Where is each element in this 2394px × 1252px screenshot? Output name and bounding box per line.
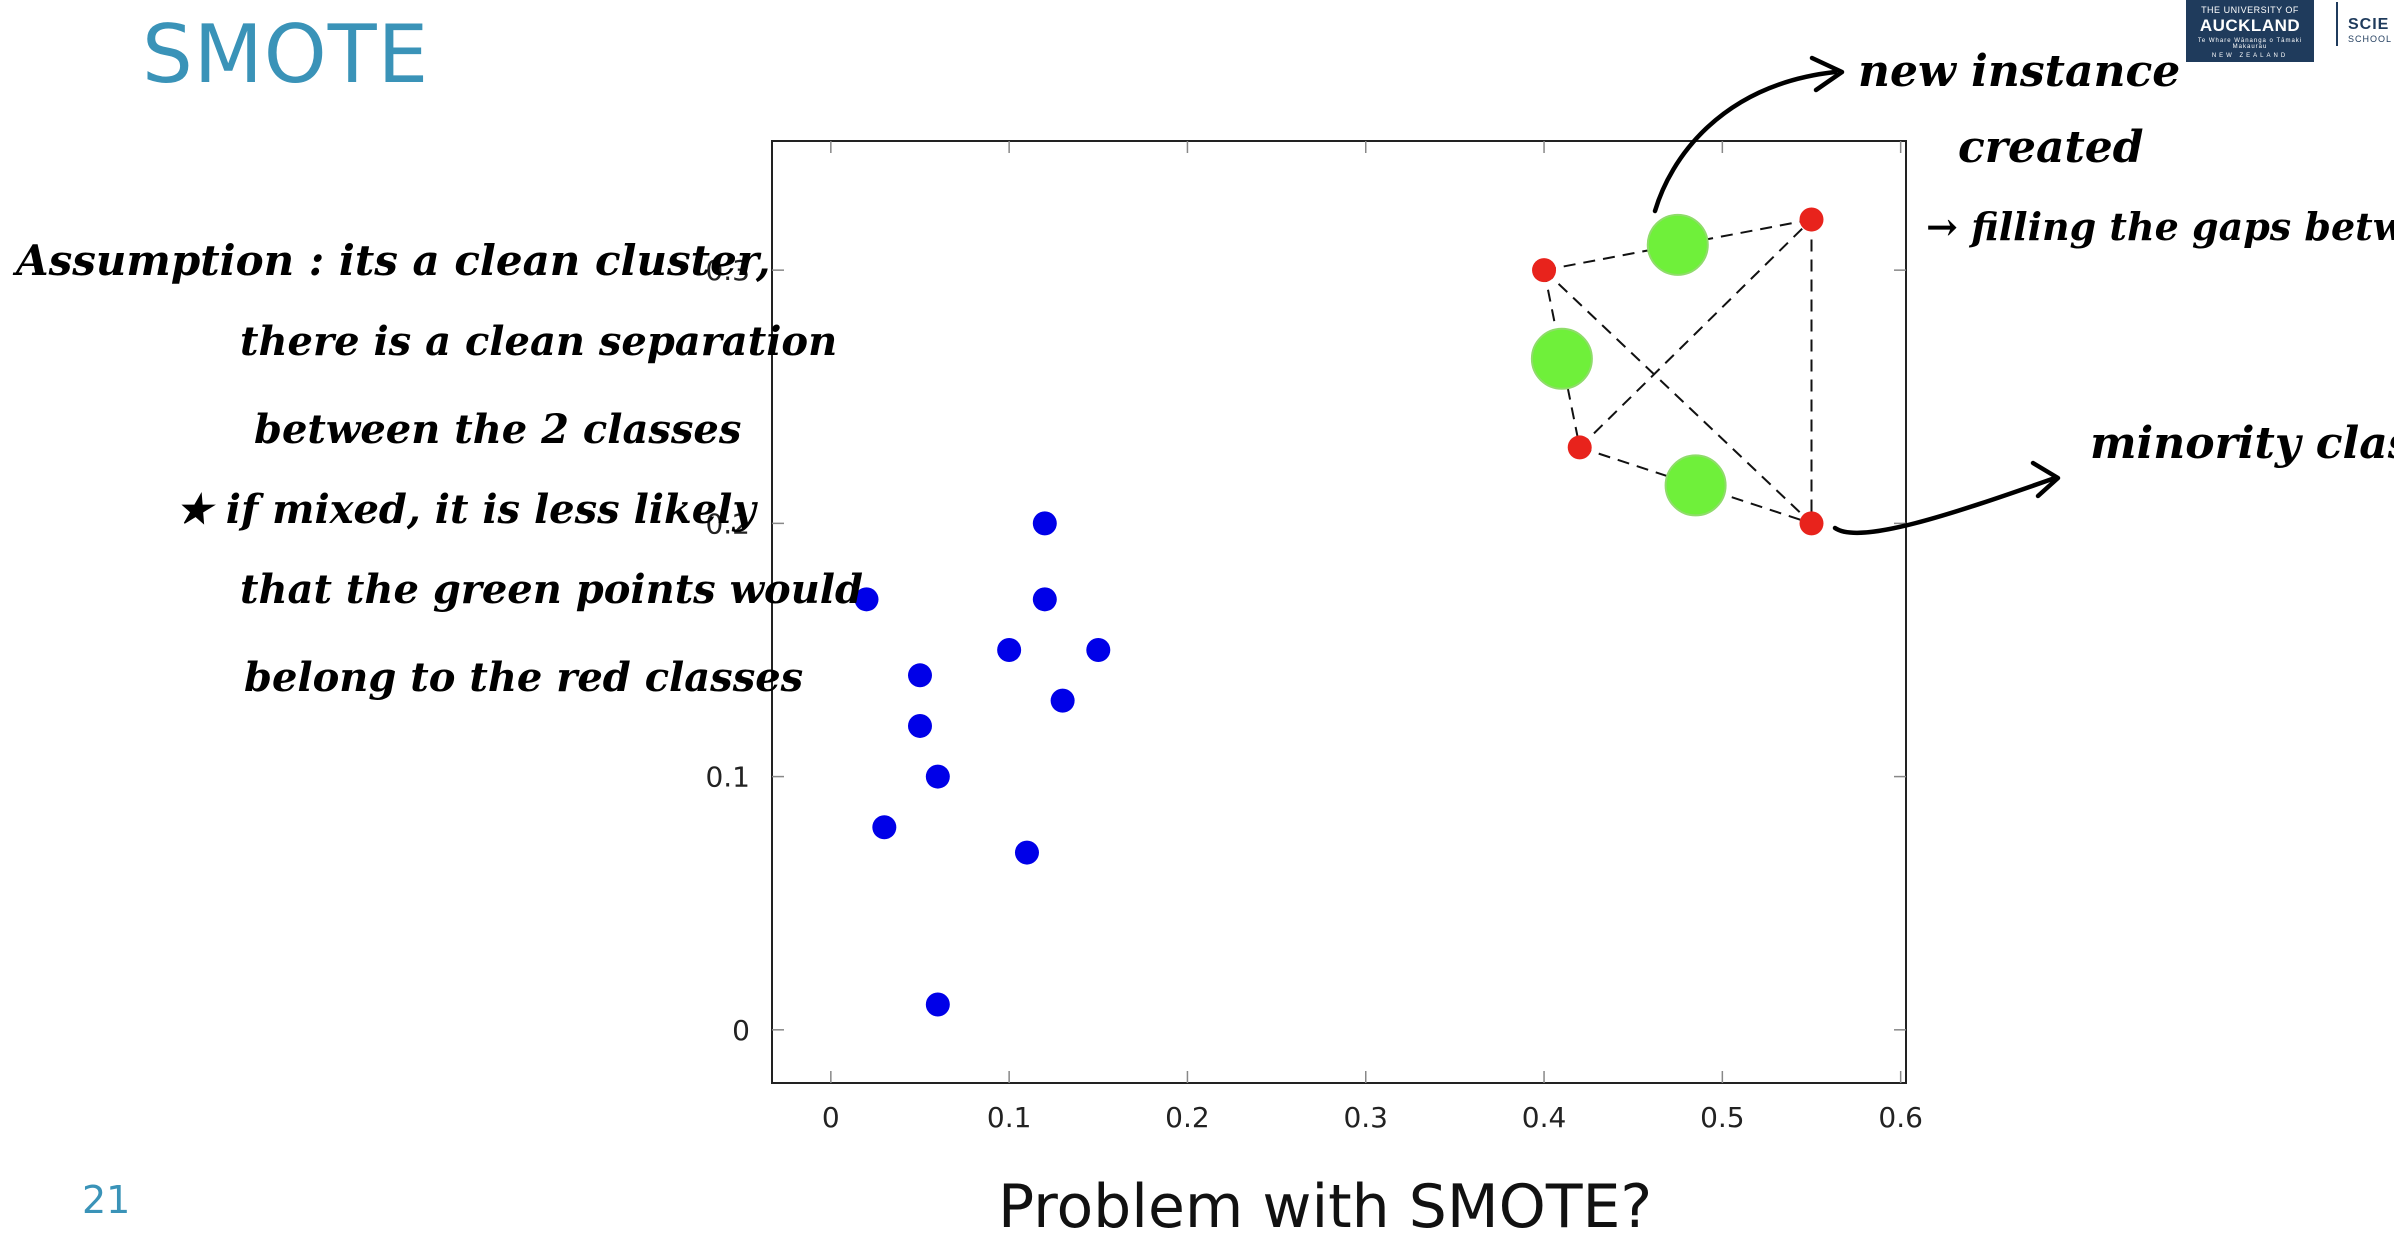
x-tick-label: 0.5 <box>1700 1101 1745 1134</box>
x-tick-label: 0.4 <box>1522 1101 1567 1134</box>
majority-point <box>907 663 932 688</box>
slide-title: SMOTE <box>142 8 430 101</box>
minority-point <box>1567 435 1592 460</box>
school-line2: SCHOOL <box>2348 34 2393 44</box>
assumption-line-2: there is a clean separation <box>240 318 838 365</box>
majority-point <box>1032 587 1057 612</box>
majority-point <box>1032 511 1057 536</box>
synthetic-point <box>1530 327 1593 390</box>
assumption-line-1: Assumption : its a clean cluster, <box>16 236 771 285</box>
created-note: created <box>1958 122 2144 173</box>
logo-line4: NEW ZEALAND <box>2211 53 2289 59</box>
new-instance-arrow <box>1652 69 1838 214</box>
plot-frame <box>771 140 1907 1084</box>
majority-point <box>925 992 950 1017</box>
y-tick-label: 0.2 <box>705 507 750 540</box>
ink-annotation-layer <box>1652 55 2061 536</box>
majority-point <box>872 815 897 840</box>
logo-line3: Te Whare Wānanga o Tāmaki Makaurau <box>2197 38 2303 50</box>
majority-point <box>1050 688 1075 713</box>
new-instance-arrowhead <box>1809 55 1845 93</box>
school-logo: SCIE SCHOOL <box>2348 16 2392 44</box>
x-tick-label: 0.2 <box>1165 1101 1210 1134</box>
minority-point <box>1799 207 1824 232</box>
assumption-line-4: ★ if mixed, it is less likely <box>176 486 756 533</box>
point-layer <box>854 207 1824 1017</box>
x-tick-label: 0.1 <box>987 1101 1032 1134</box>
assumption-line-3: between the 2 classes <box>254 406 742 453</box>
y-tick-label: 0 <box>732 1014 750 1047</box>
x-tick-label: 0 <box>822 1101 840 1134</box>
majority-point <box>1086 637 1111 662</box>
connection-layer <box>1543 218 1813 525</box>
x-tick-label: 0.3 <box>1343 1101 1388 1134</box>
new-instance-note: new instance <box>1858 46 2181 97</box>
y-tick-label: 0.1 <box>705 761 750 794</box>
logo-line1: THE UNIVERSITY OF <box>2201 5 2299 15</box>
minority-class-arrowhead <box>2030 460 2061 499</box>
filling-gaps-note: → filling the gaps between <box>1926 204 2394 249</box>
minority-point <box>1532 258 1557 283</box>
x-tick-label: 0.6 <box>1878 1101 1923 1134</box>
university-logo: THE UNIVERSITY OF AUCKLAND Te Whare Wāna… <box>2186 0 2314 62</box>
logo-line2: AUCKLAND <box>2199 16 2301 35</box>
minority-class-note: minority class <box>2090 418 2394 469</box>
majority-point <box>907 713 932 738</box>
synthetic-point <box>1646 213 1709 276</box>
tick-layer: 0 0.1 0.2 0.3 0.4 0.5 0.6 0 0.1 0.2 0.3 <box>705 141 1923 1134</box>
majority-point <box>925 764 950 789</box>
slide-question: Problem with SMOTE? <box>998 1172 1653 1242</box>
page-number: 21 <box>82 1178 131 1222</box>
minority-connection-line <box>1543 218 1812 272</box>
majority-point <box>854 587 879 612</box>
minority-connection-line <box>1579 218 1813 449</box>
majority-point <box>997 637 1022 662</box>
assumption-line-6: belong to the red classes <box>244 654 804 701</box>
y-tick-label: 0.3 <box>705 254 750 287</box>
school-line1: SCIE <box>2348 16 2390 33</box>
majority-point <box>1014 840 1039 865</box>
logo-divider <box>2336 2 2338 46</box>
minority-point <box>1799 511 1824 536</box>
synthetic-point <box>1664 454 1727 517</box>
minority-connection-line <box>1543 269 1813 525</box>
assumption-line-5: that the green points would <box>240 566 863 613</box>
minority-class-arrow <box>1832 475 2058 536</box>
plot-frame-layer <box>771 140 1907 1084</box>
